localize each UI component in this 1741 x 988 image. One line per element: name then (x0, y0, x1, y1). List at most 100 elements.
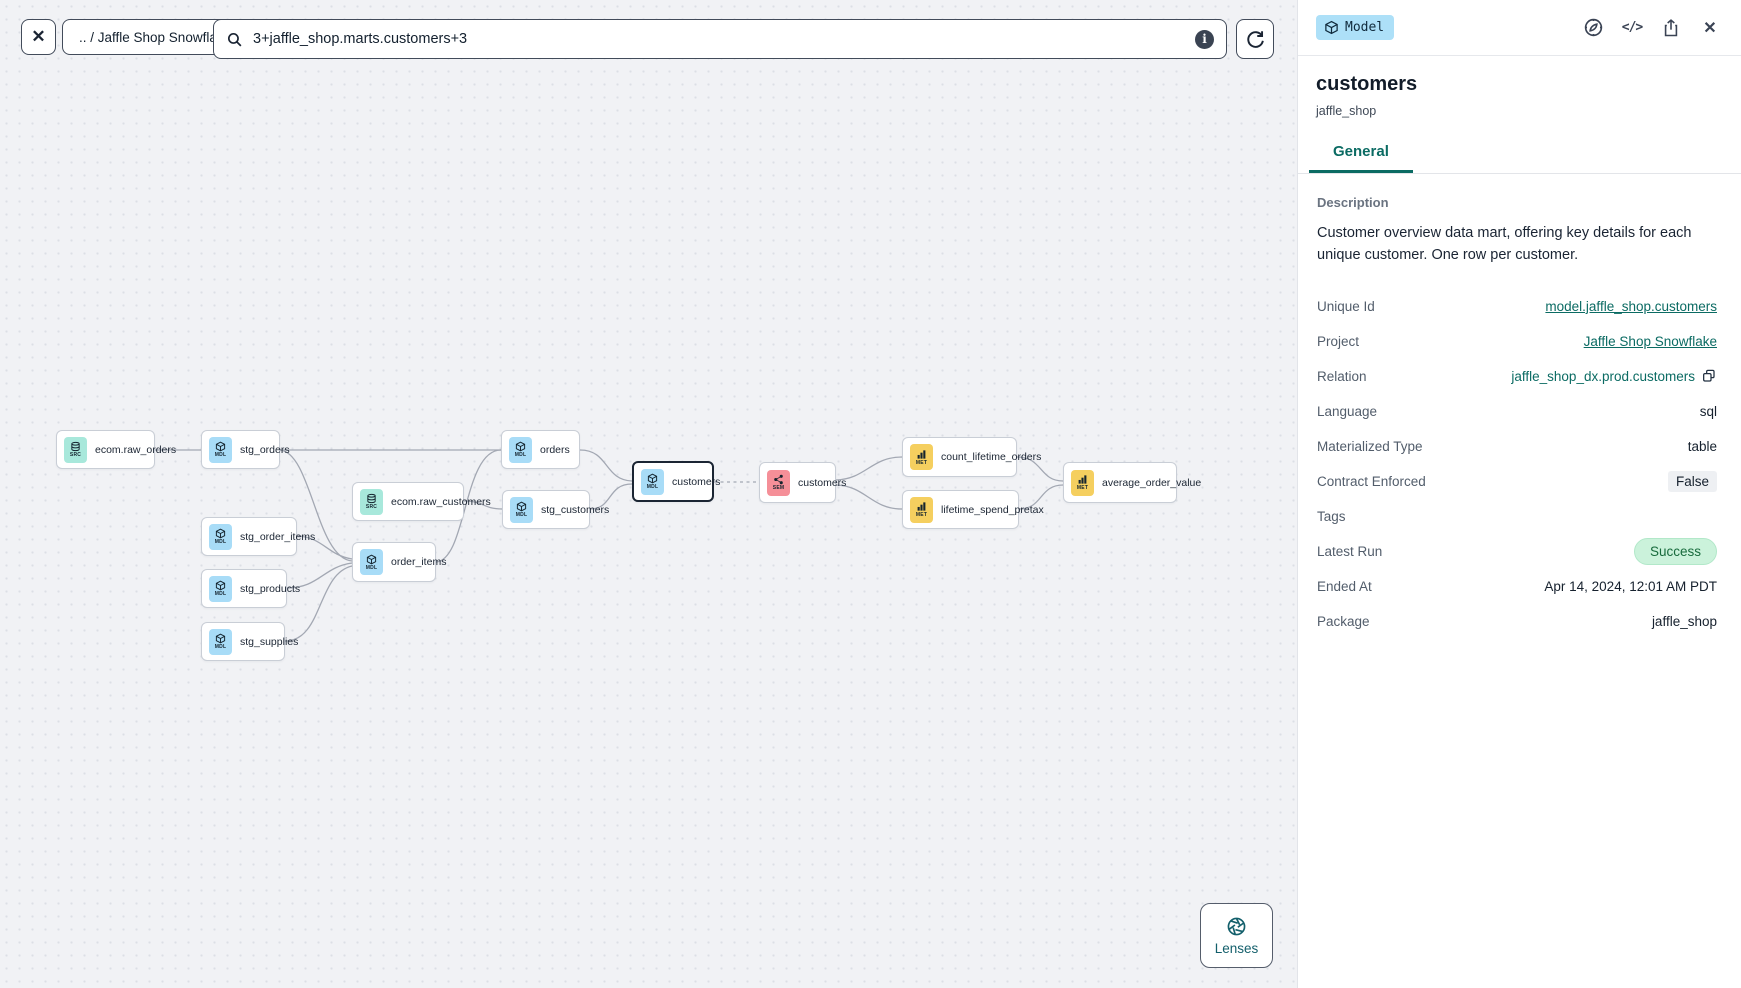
node-stg_supplies[interactable]: MDL stg_supplies (201, 622, 298, 661)
field-label: Tags (1317, 508, 1346, 524)
field-value: model.jaffle_shop.customers (1545, 299, 1717, 314)
field-label: Contract Enforced (1317, 473, 1426, 489)
lineage-edges (155, 449, 1064, 642)
node-ecom.raw_orders[interactable]: SRC ecom.raw_orders (56, 430, 176, 469)
field-label: Language (1317, 403, 1378, 419)
node-label: stg_orders (240, 443, 290, 456)
node-label: orders (540, 443, 570, 456)
field-row-unique-id: Unique Id model.jaffle_shop.customers (1317, 289, 1717, 324)
model-node-icon: MDL (209, 523, 232, 550)
field-value: jaffle_shop_dx.prod.customers (1511, 368, 1717, 384)
node-customers[interactable]: MDL customers (632, 461, 720, 502)
lineage-canvas[interactable]: SRC ecom.raw_orders MDL stg_orders MDL stg_or… (0, 0, 1297, 988)
node-label: count_lifetime_orders (941, 451, 1042, 463)
field-label: Latest Run (1317, 543, 1383, 559)
node-label: ecom.raw_orders (95, 443, 177, 456)
field-value-link[interactable]: jaffle_shop_dx.prod.customers (1511, 368, 1695, 384)
edge-customers_sem-to-count_lifetime_orders (835, 456, 903, 481)
field-value: Apr 14, 2024, 12:01 AM PDT (1544, 579, 1717, 594)
field-label: Project (1317, 333, 1360, 349)
field-row-language: Language sql (1317, 394, 1717, 429)
node-type-tag: MET (1076, 485, 1089, 491)
node-type-tag: MET (915, 512, 928, 518)
node-average_order_value[interactable]: MET average_order_value (1063, 462, 1201, 503)
node-lifetime_spend_pretax[interactable]: MET lifetime_spend_pretax (902, 490, 1044, 529)
breadcrumb-label: .. / Jaffle Shop Snowflake (79, 29, 232, 45)
node-count_lifetime_orders[interactable]: MET count_lifetime_orders (902, 437, 1041, 477)
info-icon[interactable]: i (1195, 29, 1214, 49)
model-node-icon: MDL (360, 549, 383, 575)
lenses-button[interactable]: Lenses (1200, 903, 1273, 968)
node-type-tag: MDL (214, 644, 227, 650)
node-type-tag: SEM (772, 485, 785, 491)
model-cube-icon (1325, 20, 1338, 35)
panel-subtitle: jaffle_shop (1316, 104, 1377, 118)
field-value-text: jaffle_shop (1651, 613, 1717, 629)
metric-node-icon: MET (1071, 469, 1094, 496)
field-row-contract-enforced: Contract Enforced False (1317, 464, 1717, 499)
close-lineage-button[interactable]: ✕ (21, 19, 56, 55)
status-badge: Success (1633, 537, 1717, 565)
field-value-text: sql (1699, 403, 1717, 419)
edge-order_items-to-orders (435, 449, 502, 563)
field-label: Package (1317, 613, 1370, 629)
node-orders[interactable]: MDL orders (501, 430, 580, 469)
node-type-tag: MDL (365, 564, 378, 571)
field-value: False (1667, 470, 1717, 492)
field-value-link[interactable]: Jaffle Shop Snowflake (1583, 333, 1717, 349)
node-label: ecom.raw_customers (391, 495, 491, 508)
node-label: customers (672, 475, 721, 488)
metric-node-icon: MET (910, 444, 933, 470)
node-label: average_order_value (1102, 476, 1202, 489)
field-row-relation: Relation jaffle_shop_dx.prod.customers (1317, 359, 1717, 394)
field-row-project: Project Jaffle Shop Snowflake (1317, 324, 1717, 359)
node-stg_order_items[interactable]: MDL stg_order_items (201, 517, 315, 556)
refresh-icon (1246, 30, 1264, 48)
copy-icon[interactable] (1701, 368, 1717, 384)
panel-header-icons: </> ✕ (1582, 17, 1721, 39)
tab-general[interactable]: General (1309, 134, 1413, 173)
node-stg_orders[interactable]: MDL stg_orders (201, 430, 290, 469)
field-row-latest-run: Latest Run Success (1317, 534, 1717, 569)
refresh-button[interactable] (1236, 19, 1274, 59)
model-node-icon: MDL (641, 468, 664, 495)
field-value-badge: False (1667, 470, 1717, 492)
edge-stg_products-to-order_items (286, 562, 353, 589)
node-order_items[interactable]: MDL order_items (352, 542, 446, 582)
node-type-tag: MET (915, 459, 928, 466)
field-value: Jaffle Shop Snowflake (1584, 334, 1717, 349)
panel-header: Model </> (1298, 0, 1741, 56)
field-value: Success (1633, 537, 1717, 565)
edge-stg_supplies-to-order_items (284, 565, 353, 642)
field-value-text: table (1687, 438, 1717, 454)
source-node-icon: SRC (64, 436, 87, 463)
field-value: jaffle_shop (1652, 614, 1717, 629)
search-input[interactable] (253, 31, 1195, 47)
edge-orders-to-customers (579, 449, 633, 482)
lenses-aperture-icon (1227, 917, 1246, 935)
node-type-tag: MDL (515, 512, 528, 518)
explore-lineage-icon[interactable] (1582, 17, 1604, 39)
node-type-tag: MDL (214, 452, 227, 458)
semantic-node-icon: SEM (767, 469, 790, 496)
node-stg_products[interactable]: MDL stg_products (201, 569, 300, 608)
node-label: lifetime_spend_pretax (941, 503, 1044, 516)
code-icon[interactable]: </> (1621, 20, 1643, 35)
node-stg_customers[interactable]: MDL stg_customers (502, 490, 609, 529)
field-label: Ended At (1317, 578, 1372, 594)
panel-title: customers (1316, 73, 1418, 95)
edge-customers_sem-to-lifetime_spend_pretax (835, 484, 903, 510)
panel-close-icon[interactable]: ✕ (1703, 19, 1717, 37)
node-ecom.raw_customers[interactable]: SRC ecom.raw_customers (352, 482, 491, 521)
field-row-materialized-type: Materialized Type table (1317, 429, 1717, 464)
share-icon[interactable] (1660, 17, 1682, 39)
panel-body: Description Customer overview data mart,… (1298, 174, 1741, 639)
field-value-text: Apr 14, 2024, 12:01 AM PDT (1544, 578, 1717, 594)
field-value-link[interactable]: model.jaffle_shop.customers (1545, 298, 1717, 314)
field-label: Materialized Type (1317, 438, 1423, 454)
node-type-tag: MDL (214, 591, 227, 597)
edge-count_lifetime_orders-to-average_order_value (1016, 456, 1064, 482)
node-type-tag: MDL (214, 539, 227, 545)
node-customers_sem[interactable]: SEM customers (759, 462, 846, 503)
